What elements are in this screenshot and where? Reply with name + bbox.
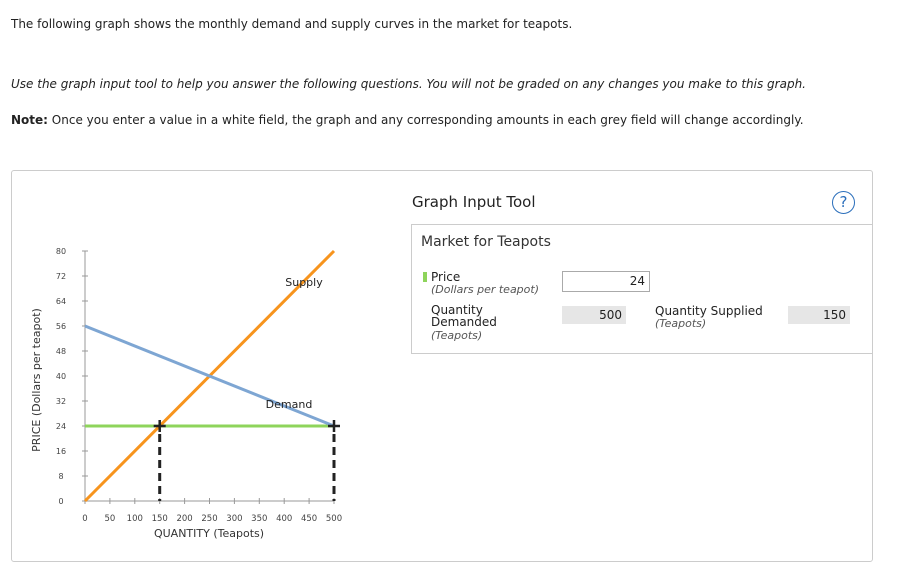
- qd-label: Quantity Demanded: [431, 303, 497, 329]
- y-tick-label: 64: [56, 297, 66, 306]
- x-tick-label: 500: [326, 514, 342, 524]
- x-tick-label: 150: [152, 514, 168, 524]
- marker: [153, 420, 166, 432]
- x-tick-label: 200: [176, 514, 192, 524]
- market-title: Market for Teapots: [421, 234, 551, 250]
- x-tick-label: 350: [251, 514, 267, 524]
- y-tick-label: 48: [56, 347, 66, 356]
- line-1: [84, 324, 335, 428]
- help-button[interactable]: ?: [832, 191, 855, 214]
- x-tick-label: 250: [201, 514, 217, 524]
- x-tick-label: 0: [82, 514, 87, 524]
- y-tick-label: 24: [56, 422, 66, 431]
- tool-box: [411, 224, 873, 354]
- x-tick-label: 50: [104, 514, 115, 524]
- note: Note: Once you enter a value in a white …: [11, 113, 804, 127]
- tool-title: Graph Input Tool: [412, 193, 536, 211]
- intro: The following graph shows the monthly de…: [11, 17, 573, 31]
- qs-field: 150: [788, 306, 850, 324]
- y-axis-label: PRICE (Dollars per teapot): [30, 308, 43, 452]
- y-tick-label: 0: [58, 497, 63, 506]
- series-label: Demand: [266, 398, 313, 411]
- y-tick-label: 56: [56, 322, 66, 331]
- marker: [328, 420, 340, 432]
- y-tick-label: 32: [56, 397, 66, 406]
- price-label: Price: [431, 270, 461, 284]
- y-tick-label: 72: [56, 272, 66, 281]
- series-label: Supply: [285, 276, 323, 289]
- x-tick-label: 400: [276, 514, 292, 524]
- y-tick-label: 40: [56, 372, 66, 381]
- note-label: Note:: [11, 113, 48, 127]
- price-unit: (Dollars per teapot): [431, 283, 540, 296]
- qs-label: Quantity Supplied: [655, 304, 763, 318]
- y-tick-label: 16: [56, 447, 66, 456]
- qd-field: 500: [562, 306, 626, 324]
- price-legend: [423, 272, 427, 282]
- note-text: Once you enter a value in a white field,…: [51, 113, 804, 127]
- price-input[interactable]: 24: [562, 271, 650, 292]
- x-tick-label: 300: [226, 514, 242, 524]
- x-tick-label: 100: [127, 514, 143, 524]
- qd-unit: (Teapots): [431, 329, 483, 342]
- qs-unit: (Teapots): [655, 317, 707, 330]
- y-tick-label: 80: [56, 247, 66, 256]
- instruction: Use the graph input tool to help you ans…: [11, 77, 806, 91]
- x-tick-label: 450: [301, 514, 317, 524]
- y-tick-label: 8: [58, 472, 63, 481]
- x-axis-label: QUANTITY (Teapots): [154, 527, 264, 540]
